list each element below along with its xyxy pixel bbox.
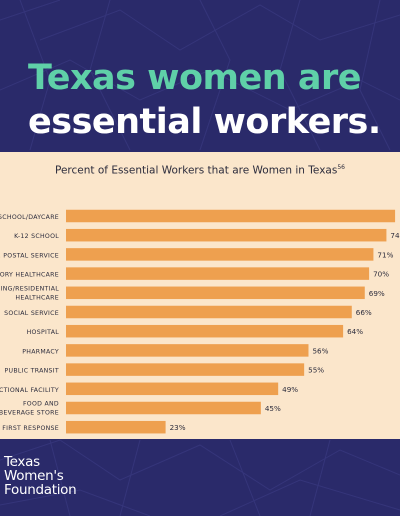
value-label: 66% (356, 308, 372, 317)
chart-title-footnote: 56 (337, 164, 345, 171)
value-label: 64% (347, 327, 363, 336)
bar (66, 382, 279, 396)
value-label: 55% (308, 366, 324, 375)
bar-chart: SCHOOL/DAYCARE K-12 SCHOOL 74 . POSTAL SERV… (0, 209, 400, 434)
value-label: 71% (377, 250, 393, 259)
value-label: 56% (312, 346, 328, 355)
logo-line-1: Texas (4, 454, 40, 470)
category-label: SING/RESIDENTIAL (0, 285, 59, 292)
value-label: 49% (282, 385, 298, 394)
category-label: HEALTHCARE (15, 294, 59, 301)
category-label: PUBLIC TRANSIT (5, 368, 60, 375)
bar (66, 420, 166, 434)
chart-title-text: Percent of Essential Workers that are Wo… (55, 164, 338, 177)
bar (66, 344, 309, 357)
category-label: SOCIAL SERVICE (4, 310, 59, 317)
value-label: 69% (369, 289, 385, 298)
category-label: FOOD AND (23, 401, 59, 408)
category-label: K-12 SCHOOL (14, 233, 59, 240)
headline-line-2: essential workers. (28, 102, 381, 142)
chart-panel: Percent of Essential Workers that are Wo… (0, 152, 400, 439)
category-label: FIRST RESPONSE (2, 425, 59, 432)
bar (66, 305, 352, 319)
value-label: 70% (373, 270, 389, 279)
value-label: 74 (390, 231, 400, 240)
logo-line-3: Foundation (4, 482, 77, 498)
bar (66, 228, 387, 242)
texas-womens-foundation-logo: Texas Women's Foundation (4, 454, 77, 498)
bar (66, 363, 305, 376)
category-label: BEVERAGE STORE (0, 410, 59, 417)
bar (66, 248, 374, 261)
category-label: . POSTAL SERVICE (0, 252, 59, 259)
bar (66, 267, 370, 280)
category-label: HOSPITAL (27, 329, 60, 336)
category-label: SCHOOL/DAYCARE (0, 214, 59, 221)
headline-line-1: Texas women are (28, 58, 361, 98)
logo-line-2: Women's (4, 468, 64, 484)
category-label: CTIONAL FACILITY (0, 387, 59, 394)
bar (66, 401, 261, 415)
bar (66, 324, 344, 338)
category-label: TORY HEALTHCARE (0, 272, 59, 279)
value-label: 23% (170, 423, 186, 432)
bar (66, 286, 365, 300)
chart-title: Percent of Essential Workers that are Wo… (0, 164, 400, 177)
bar (66, 209, 396, 223)
headline: Texas women are essential workers. (28, 56, 381, 144)
value-label: 45% (265, 404, 281, 413)
category-label: PHARMACY (22, 348, 59, 355)
